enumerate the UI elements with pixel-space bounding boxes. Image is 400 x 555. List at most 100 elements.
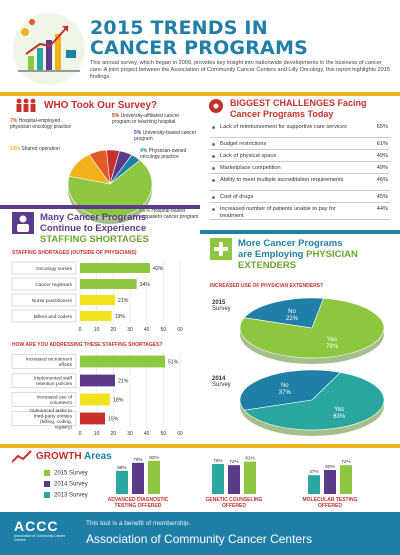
who-label-7: 7% Hospital-employed physician oncology … xyxy=(10,118,72,130)
intro-text: This annual survey, which began in 2009,… xyxy=(90,60,390,80)
challenge-value: 49% xyxy=(376,153,388,159)
addr-label-box xyxy=(11,373,77,388)
addr-value: 18% xyxy=(113,398,124,404)
growth-value: 60% xyxy=(325,464,335,470)
footer-org: Association of Community Cancer Centers xyxy=(86,532,313,546)
challenge-row: Budget restrictions 61% xyxy=(210,141,390,150)
who-label-13: 13% Shared operation xyxy=(10,146,60,152)
addr-category: Implemented staff xyxy=(34,376,73,382)
staff-tick: 30 xyxy=(127,327,133,333)
who-pie-slice-4 xyxy=(67,159,153,219)
who-label-66: 66% Hospital-based outpatient cancer pro… xyxy=(140,208,199,220)
addr-bar xyxy=(80,374,115,387)
challenge-row: Cost of drugs 45% xyxy=(210,194,390,203)
staff-value: 34% xyxy=(140,282,151,288)
staff-label-box xyxy=(11,261,77,275)
ext-2015-label-0: No xyxy=(288,309,296,315)
staffing-chart-title: STAFFING SHORTAGES (OUTSIDE OF PHYSICIAN… xyxy=(12,250,137,256)
challenge-row: Lack of physical space 49% xyxy=(210,153,390,162)
ext-2014-pct-0: 37% xyxy=(279,390,292,396)
challenge-value: 46% xyxy=(376,177,388,183)
addr-tick: 40 xyxy=(144,431,150,437)
divider xyxy=(0,92,400,96)
challenge-label: Lack of physical space xyxy=(220,153,277,159)
growth-bar xyxy=(244,461,256,494)
challenge-value: 45% xyxy=(376,194,388,200)
growth-bar xyxy=(116,470,128,494)
people-icon xyxy=(16,98,36,112)
addr-bar xyxy=(80,412,105,425)
who-label-4: 4% Physician-owned oncology practice xyxy=(140,148,187,160)
growth-value: 75% xyxy=(213,458,223,464)
legend-swatch xyxy=(44,492,50,498)
ext-2015-slice-1 xyxy=(239,298,385,359)
staff-tick: 0 xyxy=(79,327,82,333)
growth-title: GROWTH Areas xyxy=(36,451,112,462)
challenge-value: 65% xyxy=(376,124,388,130)
legend-swatch xyxy=(44,470,50,476)
staffing-bar-chart: 0 10 20 30 40 50 60 Oncology nurses 42% Cancer re… xyxy=(11,260,183,333)
staff-bar xyxy=(80,311,112,321)
ext-2015-pct-1: 78% xyxy=(326,344,339,350)
ext-2014-label-0: No xyxy=(281,383,289,389)
bullet-icon xyxy=(212,143,215,146)
growth-value: 81% xyxy=(245,456,255,462)
bullet-icon xyxy=(212,208,215,211)
staff-value: 19% xyxy=(115,314,126,320)
growth-value: 47% xyxy=(309,469,319,475)
addr-tick: 30 xyxy=(127,431,133,437)
addr-category: Increased use of xyxy=(37,395,73,401)
divider xyxy=(200,230,400,234)
growth-bar xyxy=(228,465,240,494)
addr-value: 21% xyxy=(118,379,129,385)
gear-icon xyxy=(209,99,223,113)
addressing-chart-title: HOW ARE YOU ADDRESSING THESE STAFFING SH… xyxy=(12,342,163,348)
growth-group-label: TESTING OFFERED xyxy=(115,503,162,509)
growth-bar xyxy=(308,475,320,494)
addr-label-box xyxy=(11,411,77,426)
challenge-row: Marketplace competition 49% xyxy=(210,165,390,174)
challenge-label: Marketplace competition xyxy=(220,165,281,171)
growth-value: 83% xyxy=(149,455,159,461)
footer: ACCC Association of Community Cancer Cen… xyxy=(0,512,400,555)
challenges-title: BIGGEST CHALLENGES Facing Cancer Program… xyxy=(230,98,367,119)
staff-bar xyxy=(80,279,137,289)
addr-category: Outsourced tasks to xyxy=(29,408,72,414)
who-label-5b: 5% University-based cancer program xyxy=(134,130,197,142)
legend-item: 2014 Survey xyxy=(44,481,88,488)
pie-2014-label: 2014 Survey xyxy=(212,376,231,388)
staff-tick: 50 xyxy=(161,327,167,333)
growth-bar xyxy=(148,460,160,494)
challenge-value: 61% xyxy=(376,141,388,147)
ext-2015-pct-0: 22% xyxy=(286,316,299,322)
footer-benefit: This tool is a benefit of membership. xyxy=(86,520,191,527)
addr-tick: 50 xyxy=(161,431,167,437)
staff-label-box xyxy=(11,277,77,291)
addressing-bar-chart: 0 10 20 30 40 50 60 Increased recruitmenteffort… xyxy=(11,352,183,437)
page-title: 2015 TRENDS IN CANCER PROGRAMS xyxy=(90,17,308,59)
growth-value: 72% xyxy=(229,459,239,465)
bullet-icon xyxy=(212,196,215,199)
ext-2014-slice-1 xyxy=(243,372,385,431)
legend-label: 2014 Survey xyxy=(54,481,88,488)
who-title: WHO Took Our Survey? xyxy=(44,100,158,111)
staff-category: Billers and coders xyxy=(34,314,73,320)
staff-category: Cancer registrars xyxy=(35,282,72,288)
bullet-icon xyxy=(212,126,215,129)
extenders-chart-title: INCREASED USE OF PHYSICIAN EXTENDERS? xyxy=(210,283,324,289)
addr-tick: 60 xyxy=(177,431,183,437)
staff-category: Nurse practitioners xyxy=(32,298,73,304)
extenders-title: More Cancer Programs are Employing PHYSI… xyxy=(238,238,358,271)
bullet-icon xyxy=(212,155,215,158)
divider xyxy=(0,444,400,448)
addr-category: third-party entities xyxy=(34,414,73,420)
pie-2015-label: 2015 Survey xyxy=(212,300,231,312)
challenge-row: Ability to meet multiple accreditation r… xyxy=(210,177,390,191)
staff-value: 42% xyxy=(153,266,164,272)
addr-category: volunteers xyxy=(50,400,73,406)
addr-value: 51% xyxy=(168,360,179,366)
challenge-value: 44% xyxy=(376,206,388,212)
addr-tick: 0 xyxy=(79,431,82,437)
who-pie-slice-5 xyxy=(68,154,111,185)
